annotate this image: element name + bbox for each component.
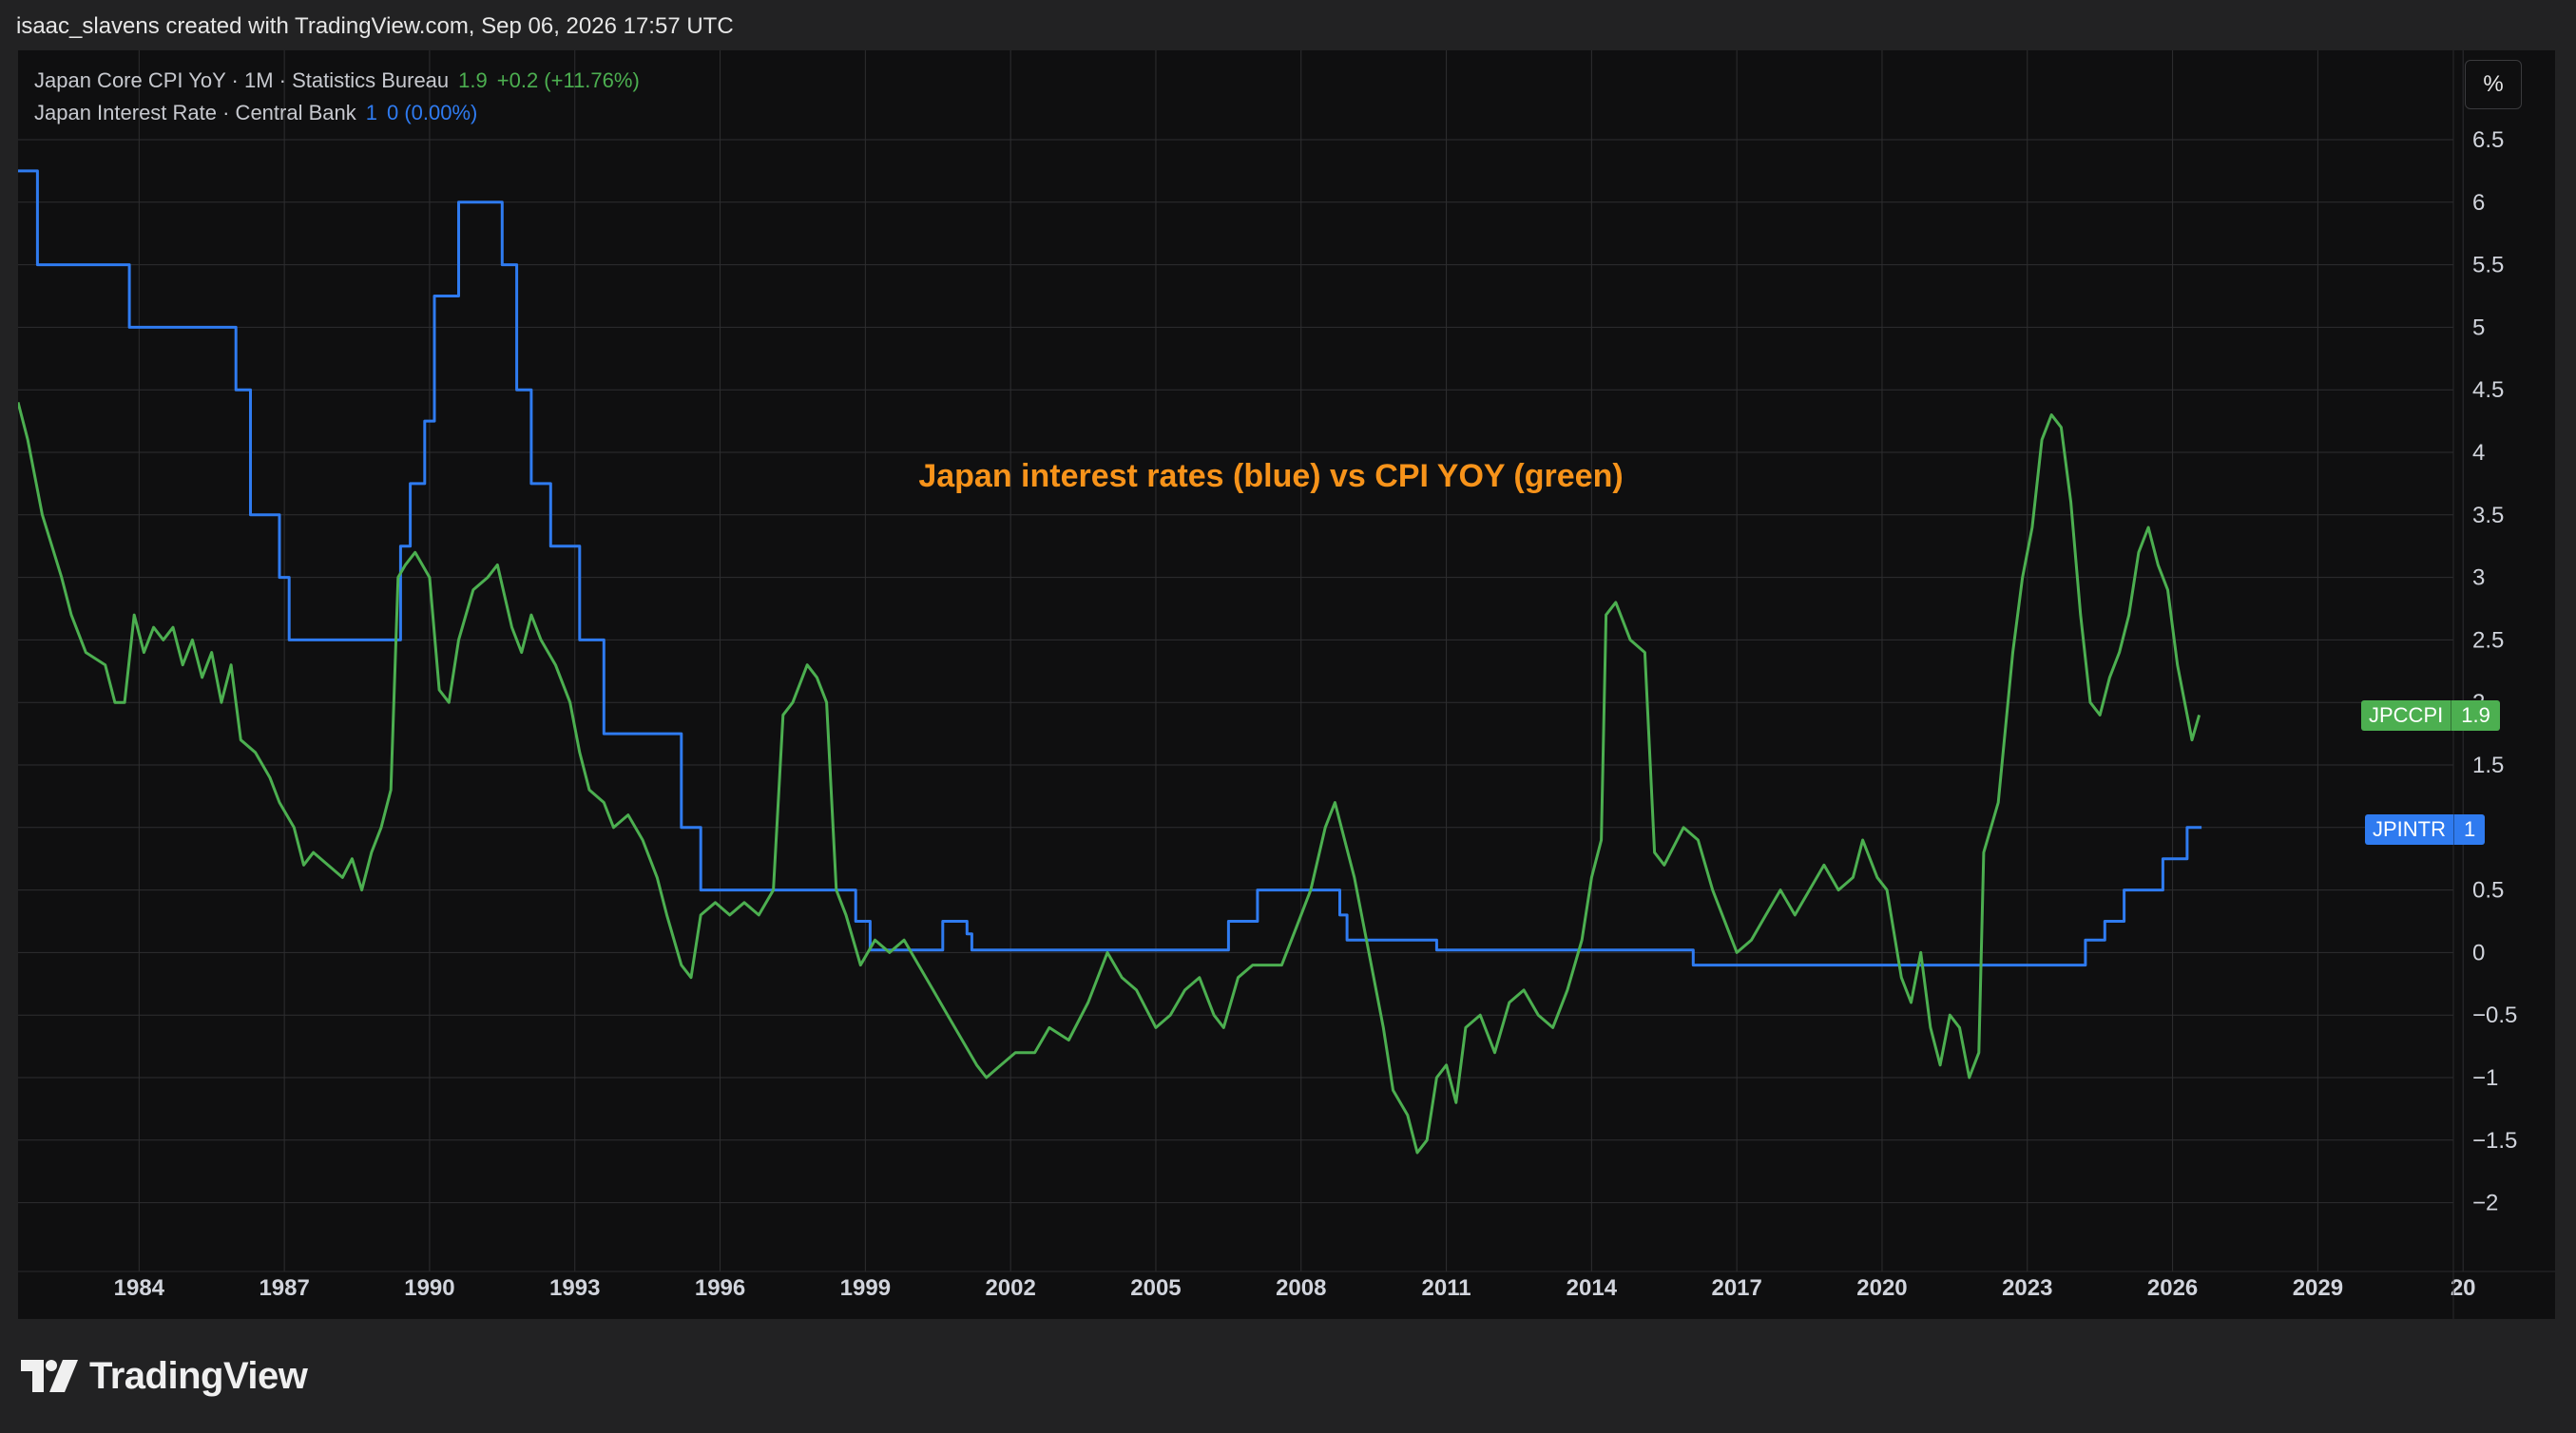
y-tick-label: −0.5 bbox=[2472, 1003, 2517, 1028]
y-tick-label: 4 bbox=[2472, 440, 2485, 466]
x-tick-label: 2011 bbox=[1422, 1275, 1471, 1301]
x-tick-label: 2014 bbox=[1567, 1275, 1618, 1301]
y-tick-label: 5.5 bbox=[2472, 253, 2504, 278]
chart-annotation: Japan interest rates (blue) vs CPI YOY (… bbox=[918, 458, 1623, 494]
x-tick-label: 1996 bbox=[695, 1275, 745, 1301]
x-tick-label: 1990 bbox=[404, 1275, 454, 1301]
y-tick-label: 2.5 bbox=[2472, 627, 2504, 653]
y-tick-label: −1.5 bbox=[2472, 1128, 2517, 1154]
x-tick-label: 2017 bbox=[1711, 1275, 1761, 1301]
y-tick-label: −1 bbox=[2472, 1065, 2498, 1091]
y-tick-label: 6 bbox=[2472, 190, 2485, 216]
y-tick-label: 6.5 bbox=[2472, 127, 2504, 153]
y-tick-label: 1.5 bbox=[2472, 753, 2504, 778]
x-tick-label: 2005 bbox=[1130, 1275, 1181, 1301]
x-tick-label: 2029 bbox=[2293, 1275, 2343, 1301]
chart-canvas[interactable]: 6.565.554.543.532.521.510.50−0.5−1−1.5−2… bbox=[18, 50, 2555, 1319]
x-tick-label: 1999 bbox=[840, 1275, 891, 1301]
price-tag-rate: JPINTR 1 bbox=[2365, 814, 2486, 845]
price-tag-cpi-symbol: JPCCPI bbox=[2361, 700, 2451, 731]
y-tick-label: 4.5 bbox=[2472, 377, 2504, 403]
legend-rate-title: Japan Interest Rate · Central Bank bbox=[34, 101, 356, 124]
units-button[interactable]: % bbox=[2465, 60, 2522, 109]
x-tick-label: 2023 bbox=[2002, 1275, 2052, 1301]
y-tick-label: 0 bbox=[2472, 940, 2485, 965]
legend-cpi-change: +0.2 (+11.76%) bbox=[496, 68, 640, 92]
x-tick-label: 2020 bbox=[1856, 1275, 1907, 1301]
x-tick-label: 2026 bbox=[2147, 1275, 2198, 1301]
legend-rate-value: 1 bbox=[365, 101, 377, 124]
y-tick-label: 0.5 bbox=[2472, 878, 2504, 904]
chart-pane[interactable]: 6.565.554.543.532.521.510.50−0.5−1−1.5−2… bbox=[18, 50, 2555, 1319]
x-tick-label: 1993 bbox=[549, 1275, 600, 1301]
x-tick-label: 2008 bbox=[1276, 1275, 1326, 1301]
series-line-jpintr bbox=[18, 169, 2202, 967]
x-tick-label: 2002 bbox=[985, 1275, 1035, 1301]
price-tag-cpi-value: 1.9 bbox=[2451, 700, 2500, 731]
price-tag-rate-value: 1 bbox=[2453, 814, 2486, 845]
y-tick-label: 3 bbox=[2472, 565, 2485, 591]
tradingview-logo-icon bbox=[21, 1360, 78, 1392]
tradingview-logo-text: TradingView bbox=[89, 1354, 308, 1397]
tradingview-logo[interactable]: TradingView bbox=[21, 1354, 308, 1397]
legend-rate[interactable]: Japan Interest Rate · Central Bank 1 0 (0.… bbox=[34, 101, 487, 125]
y-tick-label: 3.5 bbox=[2472, 503, 2504, 528]
price-tag-cpi: JPCCPI 1.9 bbox=[2361, 700, 2500, 731]
x-tick-label: 1984 bbox=[114, 1275, 165, 1301]
x-tick-label: 1987 bbox=[259, 1275, 309, 1301]
legend-rate-change: 0 (0.00%) bbox=[386, 101, 478, 124]
y-tick-label: 5 bbox=[2472, 315, 2485, 340]
y-tick-label: −2 bbox=[2472, 1191, 2498, 1216]
series-line-jpccpi bbox=[18, 402, 2201, 1155]
attribution-header: isaac_slavens created with TradingView.c… bbox=[16, 13, 734, 39]
x-tick-label: 20 bbox=[2451, 1275, 2476, 1301]
legend-cpi[interactable]: Japan Core CPI YoY · 1M · Statistics Bur… bbox=[34, 68, 649, 93]
price-tag-rate-symbol: JPINTR bbox=[2365, 814, 2453, 845]
legend-cpi-title: Japan Core CPI YoY · 1M · Statistics Bur… bbox=[34, 68, 450, 92]
legend-cpi-value: 1.9 bbox=[458, 68, 488, 92]
